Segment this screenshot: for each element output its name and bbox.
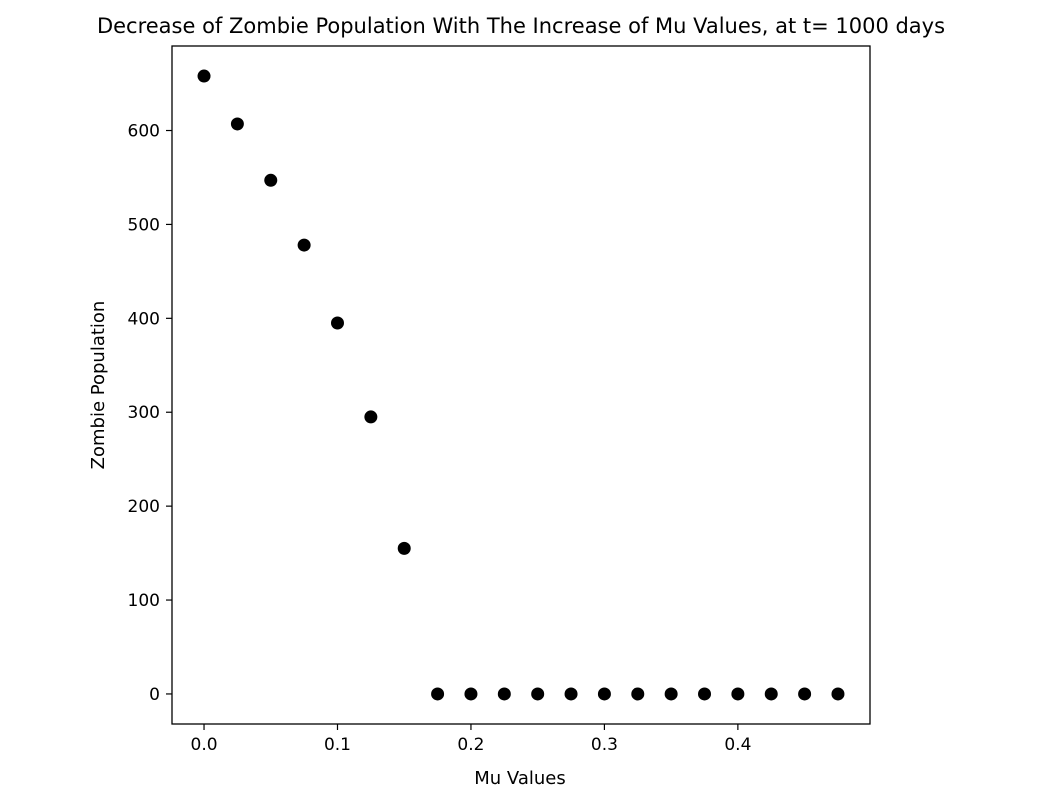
data-point [264,173,278,187]
y-tick-label: 600 [128,122,160,142]
chart-title: Decrease of Zombie Population With The I… [97,14,945,38]
data-point [197,69,211,83]
data-point [798,687,812,701]
data-point [431,687,445,701]
data-point [564,687,578,701]
data-point [297,238,311,252]
x-axis-label: Mu Values [474,768,565,789]
data-point [664,687,678,701]
data-point [497,687,511,701]
data-point [364,410,378,424]
data-point [397,541,411,555]
y-axis-ticks: 0 100 200 300 400 500 600 [128,122,172,705]
x-tick-label: 0.1 [324,735,351,755]
x-tick-label: 0.0 [191,735,218,755]
y-tick-label: 500 [128,215,160,235]
y-tick-label: 400 [128,309,160,329]
data-point [831,687,845,701]
data-point [531,687,545,701]
y-tick-label: 300 [128,403,160,423]
data-points [197,69,845,701]
x-axis-ticks: 0.0 0.1 0.2 0.3 0.4 [191,724,751,755]
plot-area: 0.0 0.1 0.2 0.3 0.4 0 100 200 300 400 500 600 [128,45,871,755]
data-point [464,687,478,701]
data-point [597,687,611,701]
y-axis-label: Zombie Population [88,301,109,470]
plot-frame [171,45,871,725]
data-point [731,687,745,701]
x-tick-label: 0.2 [457,735,484,755]
y-tick-label: 0 [149,685,160,705]
data-point [230,117,244,131]
x-tick-label: 0.4 [724,735,751,755]
x-tick-label: 0.3 [591,735,618,755]
data-point [330,316,344,330]
data-point [631,687,645,701]
y-tick-label: 100 [128,591,160,611]
y-tick-label: 200 [128,497,160,517]
data-point [698,687,712,701]
data-point [764,687,778,701]
